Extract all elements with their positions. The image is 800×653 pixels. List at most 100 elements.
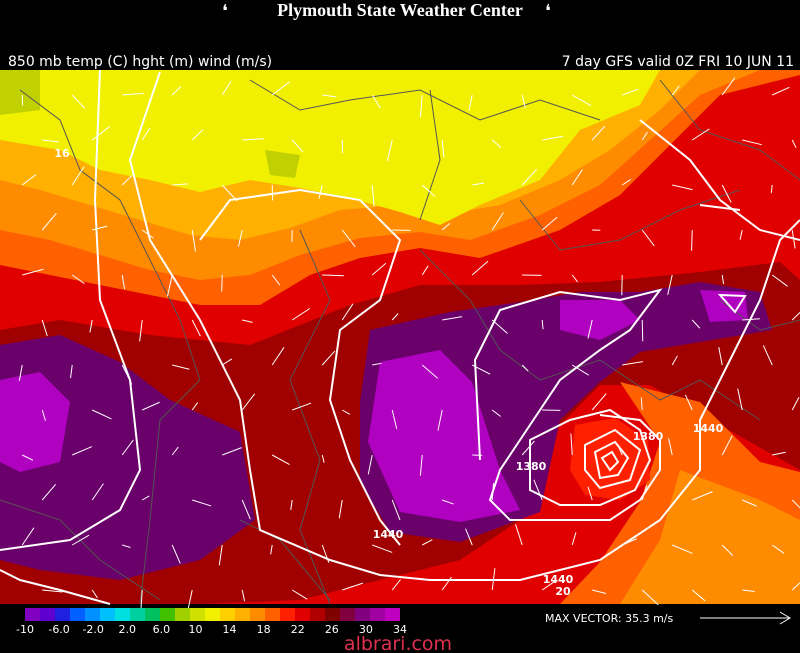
- wind-arrow: [121, 274, 126, 290]
- wind-arrow: [271, 347, 285, 366]
- wind-arrow: [22, 268, 44, 276]
- wind-arrow: [318, 184, 323, 199]
- colorbar-label: 30: [359, 623, 373, 636]
- wind-arrow: [419, 454, 423, 476]
- wind-arrow: [122, 92, 144, 96]
- contour-label: 1380: [633, 430, 664, 443]
- contour-label: 16: [54, 147, 70, 160]
- wind-arrow: [122, 544, 131, 548]
- wind-arrow: [142, 401, 160, 411]
- wind-arrow: [42, 139, 59, 143]
- colorbar-swatch: [70, 608, 85, 621]
- wind-arrow: [667, 274, 673, 295]
- contour-label: 1440: [543, 573, 574, 586]
- colorbar-label: 18: [257, 623, 271, 636]
- wind-arrow: [691, 229, 693, 251]
- wind-arrow: [371, 262, 387, 276]
- wind-arrow: [672, 184, 693, 191]
- wind-arrow: [472, 182, 485, 186]
- wind-arrow: [437, 409, 443, 431]
- wind-arrow: [762, 345, 773, 366]
- wind-arrow: [121, 175, 133, 186]
- wind-arrow: [691, 319, 701, 329]
- wind-arrow: [140, 589, 143, 609]
- wind-arrow: [672, 544, 693, 554]
- wind-arrow: [721, 435, 733, 456]
- wind-arrow: [641, 229, 655, 247]
- colorbar: -10 -6.0 -2.0 2.0 6.0 10 14 18 22 26 30 34: [16, 608, 407, 636]
- wind-arrow: [421, 364, 439, 379]
- contour-label: 1440: [373, 528, 404, 541]
- borders: [0, 79, 800, 605]
- wind-arrow: [391, 499, 401, 521]
- temp-band: [0, 290, 748, 522]
- wind-arrow: [271, 274, 281, 286]
- height-contours: [0, 69, 800, 605]
- colorbar-swatch: [40, 608, 55, 621]
- colorbar-swatch: [280, 608, 295, 621]
- wind-arrow: [391, 313, 399, 321]
- wind-arrow: [421, 265, 429, 276]
- temp-band: [0, 70, 300, 178]
- wind-arrow: [640, 397, 643, 411]
- wind-arrow: [241, 393, 256, 411]
- wind-arrow: [491, 319, 508, 334]
- wind-arrow: [684, 394, 693, 411]
- wind-arrow: [92, 409, 112, 420]
- wind-arrow: [521, 364, 529, 372]
- wind-arrow: [218, 544, 223, 566]
- wind-arrow: [221, 80, 232, 96]
- wind-arrow: [367, 454, 373, 475]
- wind-arrow: [171, 446, 179, 456]
- wind-arrow: [515, 524, 523, 546]
- wind-arrow: [187, 589, 193, 611]
- wind-arrow: [621, 178, 632, 186]
- colorbar-label: 34: [393, 623, 407, 636]
- wind-arrow: [571, 169, 583, 186]
- wind-arrow: [271, 81, 291, 96]
- wind-arrow: [668, 438, 673, 456]
- wind-arrow: [718, 347, 723, 366]
- wind-arrow: [521, 94, 526, 109]
- wind-arrow: [221, 184, 238, 202]
- wind-arrow: [742, 318, 760, 321]
- wind-arrow: [21, 527, 35, 546]
- colorbar-swatch: [85, 608, 100, 621]
- wind-arrow: [421, 539, 433, 546]
- wind-arrow: [622, 538, 638, 546]
- wind-arrow: [491, 482, 495, 501]
- colorbar-swatch: [325, 608, 340, 621]
- wind-arrow: [322, 94, 337, 98]
- wind-arrow: [591, 125, 606, 141]
- wind-arrow: [92, 225, 108, 231]
- wind-arrow: [321, 454, 325, 463]
- colorbar-label: 10: [188, 623, 202, 636]
- wind-arrow: [533, 479, 543, 501]
- wind-arrow: [571, 532, 577, 546]
- wind-arrow: [141, 127, 151, 141]
- wind-arrow: [71, 166, 85, 186]
- wind-arrow: [21, 174, 37, 186]
- wind-arrow: [291, 589, 308, 600]
- wind-arrow: [721, 544, 734, 557]
- wind-arrow: [471, 364, 491, 375]
- wind-arrow: [442, 499, 454, 505]
- wind-arrow: [641, 589, 659, 606]
- wind-arrow: [571, 274, 579, 283]
- wind-arrow: [542, 135, 564, 141]
- wind-arrow: [791, 229, 796, 249]
- wind-arrow: [191, 229, 197, 252]
- wind-arrow: [91, 589, 98, 599]
- wind-arrow: [91, 126, 110, 141]
- wind-arrow: [141, 229, 154, 239]
- wind-arrow: [441, 222, 451, 231]
- wind-arrow: [271, 454, 290, 465]
- wind-arrow: [241, 499, 251, 520]
- contour-label: 1380: [516, 460, 547, 473]
- wind-arrow: [471, 260, 489, 276]
- wind-arrow: [171, 85, 182, 96]
- wind-arrow: [72, 446, 93, 456]
- wind-arrow: [441, 576, 452, 591]
